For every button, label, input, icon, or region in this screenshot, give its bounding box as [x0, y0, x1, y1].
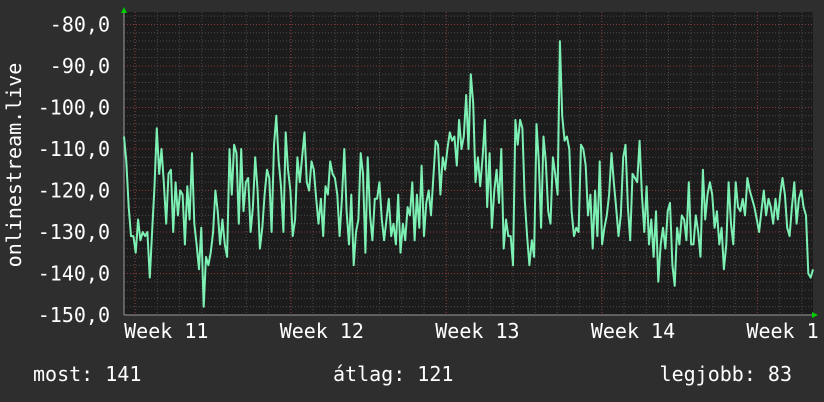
- y-tick-label: -100,0: [38, 95, 110, 119]
- x-tick-label: Week 13: [435, 319, 519, 343]
- x-tick-label: Week 12: [280, 319, 364, 343]
- y-tick-label: -90,0: [50, 54, 110, 78]
- x-tick-label: Week 11: [124, 319, 208, 343]
- y-tick-label: -80,0: [50, 12, 110, 36]
- series-line: [123, 40, 814, 308]
- x-tick-gridlines: [124, 12, 813, 316]
- stat-average: átlag: 121: [333, 362, 454, 386]
- y-tick-label: -140,0: [38, 261, 110, 285]
- y-tick-labels: -80,0 -90,0 -100,0 -110,0 -120,0 -130,0 -140,0…: [38, 12, 110, 327]
- x-tick-label: Week 1: [746, 319, 818, 343]
- footer-stats: most: 141 átlag: 121 legjobb: 83: [0, 362, 824, 390]
- y-axis-label: onlinestream.live: [2, 63, 26, 268]
- stat-current: most: 141: [33, 362, 142, 386]
- grid: [124, 12, 813, 316]
- x-axis-arrow-icon: [812, 312, 818, 318]
- x-tick-labels: Week 11 Week 12 Week 13 Week 14 Week 1: [124, 319, 819, 343]
- y-axis-arrow-icon: [121, 7, 127, 13]
- series-layer: [123, 40, 814, 308]
- y-tick-label: -150,0: [38, 303, 110, 327]
- y-tick-label: -120,0: [38, 178, 110, 202]
- stat-best: legjobb: 83: [659, 362, 792, 386]
- y-tick-label: -110,0: [38, 137, 110, 161]
- x-tick-label: Week 14: [591, 319, 675, 343]
- y-tick-label: -130,0: [38, 220, 110, 244]
